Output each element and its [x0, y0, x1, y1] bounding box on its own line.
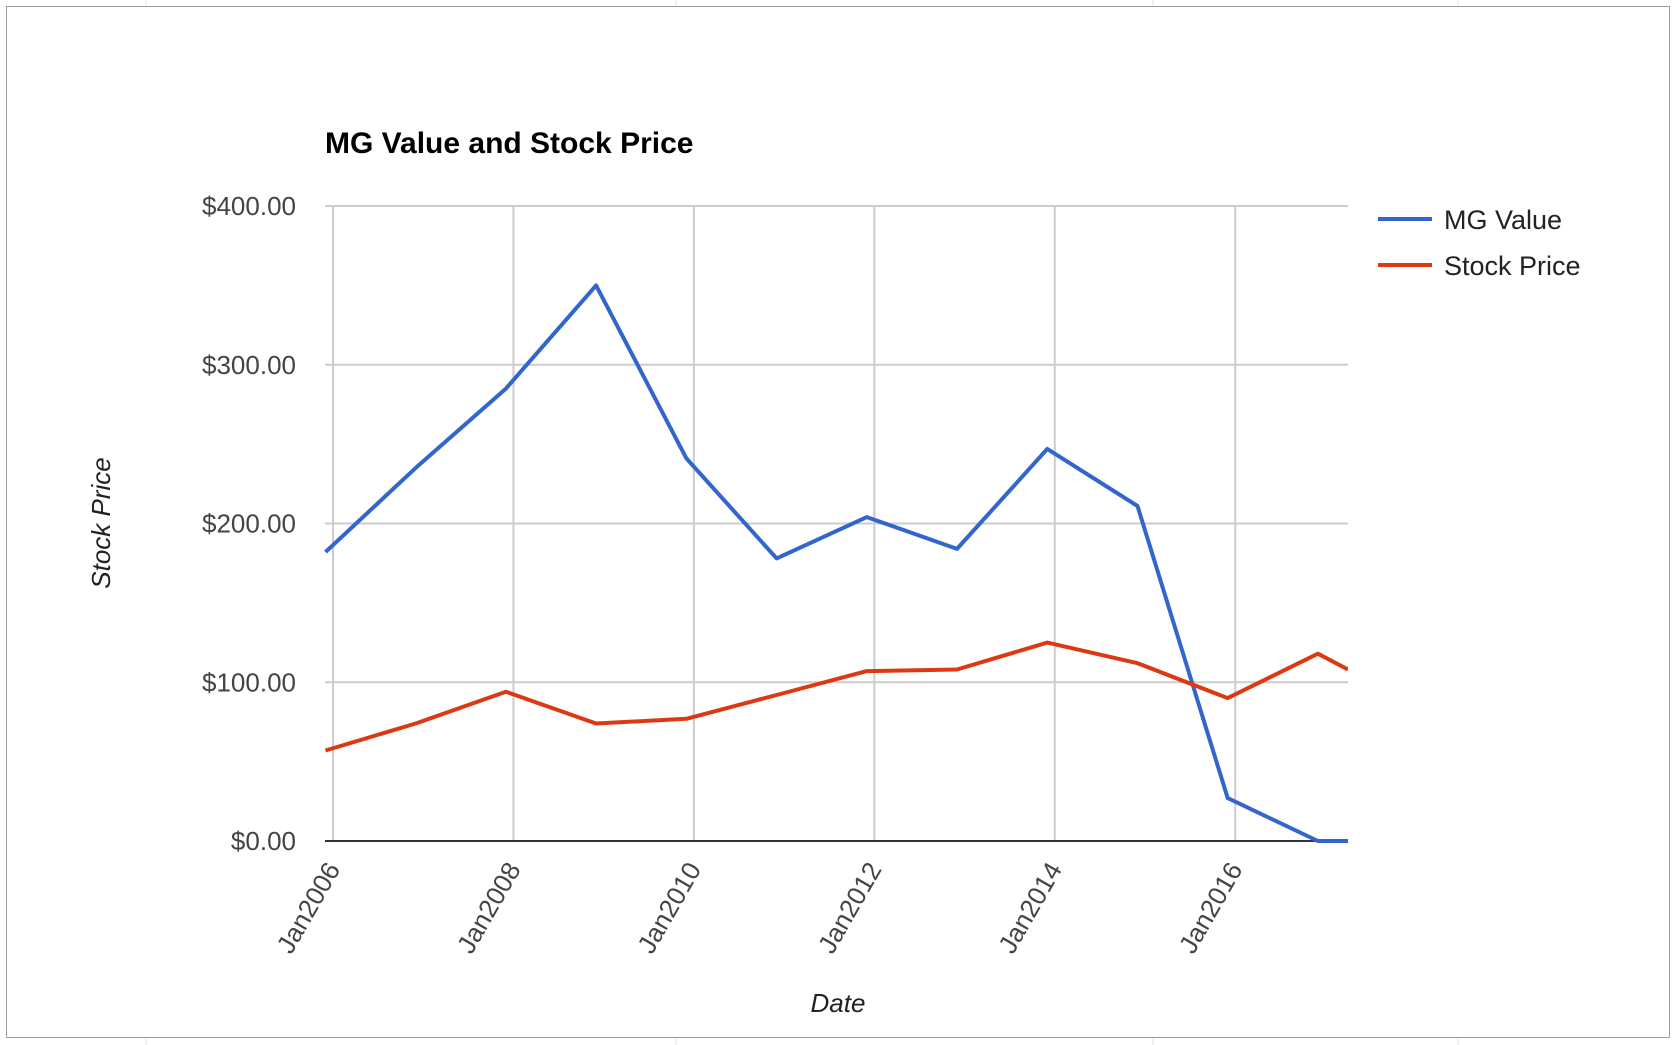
chart-title: MG Value and Stock Price: [325, 127, 693, 160]
legend[interactable]: MG Value Stock Price: [1378, 205, 1581, 281]
y-axis-tick-labels: $0.00 $100.00 $200.00 $300.00 $400.00: [202, 191, 296, 856]
x-tick-label: Jan2010: [631, 857, 707, 958]
x-axis-tick-labels: Jan2006 Jan2008 Jan2010 Jan2012 Jan2014 Jan20…: [270, 857, 1248, 958]
legend-label-stock-price: Stock Price: [1444, 251, 1581, 281]
x-tick-label: Jan2006: [270, 857, 346, 958]
y-tick-label: $300.00: [202, 350, 296, 380]
x-tick-label: Jan2008: [451, 857, 527, 958]
chart-container[interactable]: [6, 6, 1670, 1038]
legend-label-mg-value: MG Value: [1444, 205, 1562, 235]
y-tick-label: $100.00: [202, 667, 296, 697]
gridlines: [325, 205, 1348, 841]
y-tick-label: $400.00: [202, 191, 296, 221]
y-tick-label: $200.00: [202, 509, 296, 539]
x-tick-label: Jan2014: [992, 857, 1068, 958]
series-lines: [324, 283, 1349, 843]
y-tick-label: $0.00: [231, 826, 296, 856]
series-line-stock-price[interactable]: [324, 640, 1349, 753]
series-line-mg-value[interactable]: [324, 283, 1349, 843]
x-axis-title: Date: [811, 988, 866, 1018]
x-tick-label: Jan2012: [812, 857, 888, 958]
x-tick-label: Jan2016: [1173, 857, 1249, 958]
y-axis-title: Stock Price: [86, 457, 116, 589]
